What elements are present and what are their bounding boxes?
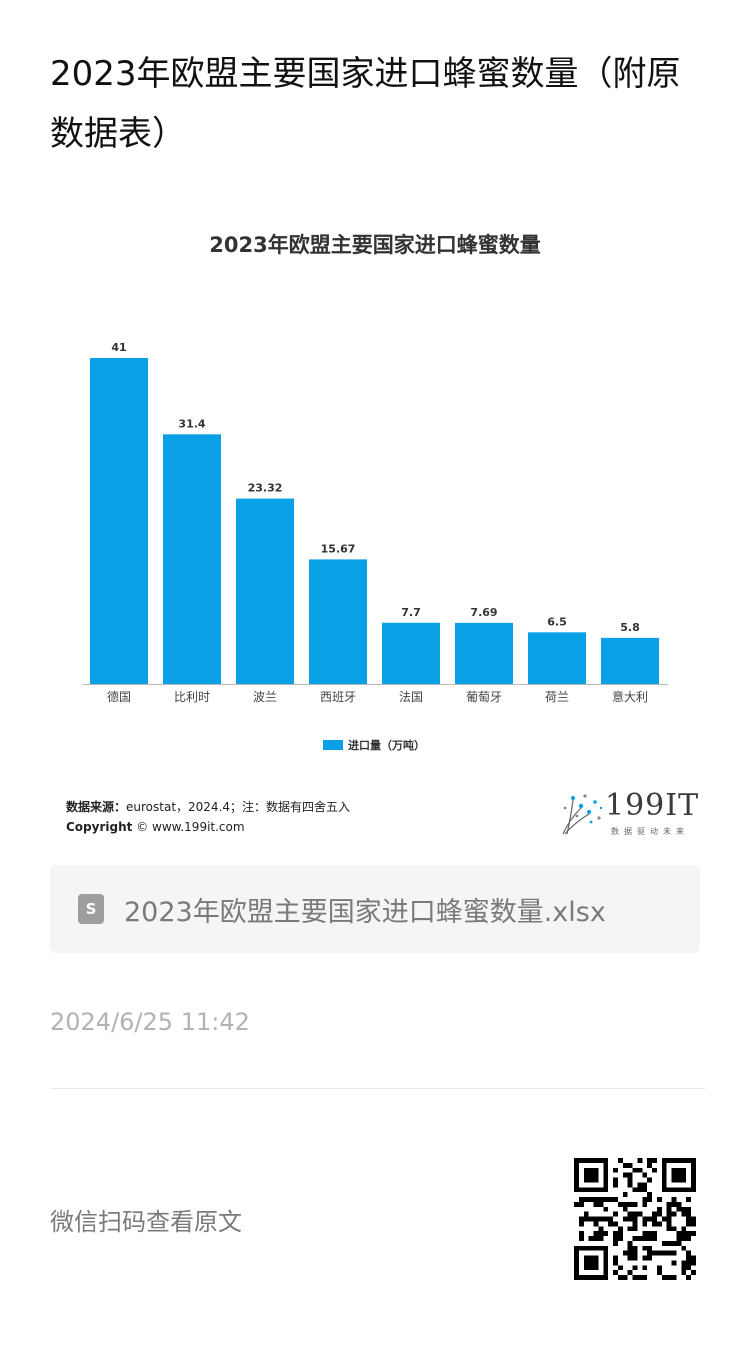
bar-value-label: 7.69: [470, 606, 497, 619]
copyright-label: Copyright: [66, 820, 133, 834]
category-label: 荷兰: [545, 690, 569, 704]
bar-2: [236, 498, 294, 684]
bar-value-label: 15.67: [321, 542, 356, 555]
bar-chart: 2023年欧盟主要国家进口蜂蜜数量 41 31.4 23.32 15.67 7.7 7.6…: [82, 233, 668, 752]
bar-3: [309, 559, 367, 684]
brand-logo: 199IT 数据驱动未来: [555, 788, 705, 840]
bar-value-label: 23.32: [248, 482, 283, 495]
attachment-file-name[interactable]: 2023年欧盟主要国家进口蜂蜜数量.xlsx: [124, 896, 606, 928]
category-label: 比利时: [174, 690, 210, 704]
category-label: 德国: [107, 689, 131, 704]
data-source-line: 数据来源：eurostat，2024.4；注：数据有四舍五入: [66, 798, 350, 815]
category-labels-group: 德国 比利时 波兰 西班牙 法国 葡萄牙 荷兰 意大利: [107, 689, 648, 704]
publish-date: 2024/6/25 11:42: [50, 1008, 250, 1036]
bar-value-label: 41: [111, 341, 126, 354]
category-label: 西班牙: [320, 690, 356, 704]
qr-code-icon[interactable]: [574, 1158, 696, 1280]
dandelion-logo-icon: [562, 794, 603, 835]
bar-1: [163, 434, 221, 684]
spreadsheet-file-icon: S: [78, 894, 104, 924]
bar-4: [382, 622, 440, 684]
legend-swatch: [323, 740, 343, 750]
bar-0: [90, 358, 148, 684]
brand-tagline: 数据驱动未来: [611, 827, 689, 836]
bar-value-label: 6.5: [547, 615, 567, 628]
source-label: 数据来源：: [66, 800, 127, 814]
source-value: eurostat，2024.4；注：数据有四舍五入: [126, 800, 351, 814]
qr-prompt: 微信扫码查看原文: [50, 1208, 242, 1236]
bar-value-label: 31.4: [178, 417, 205, 430]
category-label: 法国: [399, 690, 423, 704]
chart-card: 2023年欧盟主要国家进口蜂蜜数量 41 31.4 23.32 15.67 7.7 7.6…: [50, 200, 710, 850]
divider: [50, 1088, 705, 1089]
brand-name: 199IT: [605, 788, 700, 823]
bar-value-label: 5.8: [620, 621, 640, 634]
bars-group: [90, 358, 659, 684]
copyright-line: Copyright © www.199it.com: [66, 820, 245, 834]
bar-5: [455, 622, 513, 684]
chart-title: 2023年欧盟主要国家进口蜂蜜数量: [209, 233, 540, 257]
legend: 进口量（万吨）: [323, 738, 425, 752]
bar-6: [528, 632, 586, 684]
category-label: 意大利: [612, 689, 648, 704]
legend-label: 进口量（万吨）: [348, 738, 425, 752]
category-label: 葡萄牙: [466, 690, 502, 704]
attachment-card[interactable]: S 2023年欧盟主要国家进口蜂蜜数量.xlsx: [50, 865, 700, 953]
category-label: 波兰: [253, 690, 277, 704]
bar-7: [601, 637, 659, 684]
bar-value-label: 7.7: [401, 606, 421, 619]
copyright-value: © www.199it.com: [136, 820, 245, 834]
article-title: 2023年欧盟主要国家进口蜂蜜数量（附原数据表）: [50, 54, 681, 154]
value-labels-group: 41 31.4 23.32 15.67 7.7 7.69 6.5 5.8: [111, 341, 639, 634]
